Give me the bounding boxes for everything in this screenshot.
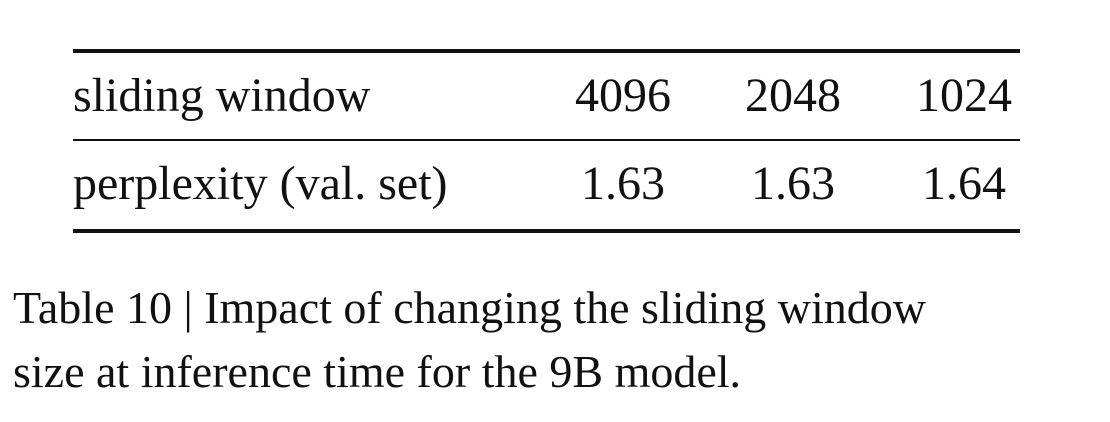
header-value-1: 4096 xyxy=(575,69,671,122)
row-value-1: 1.63 xyxy=(581,157,665,210)
table-row: perplexity (val. set) 1.63 1.63 1.64 xyxy=(73,141,1020,227)
header-label: sliding window xyxy=(73,69,371,122)
table-header-row: sliding window 4096 2048 1024 xyxy=(73,53,1020,139)
row-value-3: 1.64 xyxy=(922,157,1006,210)
table-mid-rule xyxy=(73,139,1020,141)
caption-line-2: size at inference time for the 9B model. xyxy=(13,346,742,397)
header-value-2: 2048 xyxy=(745,69,841,122)
table-bottom-rule xyxy=(73,229,1020,233)
row-value-2: 1.63 xyxy=(751,157,835,210)
header-value-3: 1024 xyxy=(916,69,1012,122)
row-label: perplexity (val. set) xyxy=(73,157,448,210)
caption-line-1: Table 10 | Impact of changing the slidin… xyxy=(13,282,927,333)
table-top-rule xyxy=(73,49,1020,53)
table-caption: Table 10 | Impact of changing the slidin… xyxy=(13,276,1093,404)
